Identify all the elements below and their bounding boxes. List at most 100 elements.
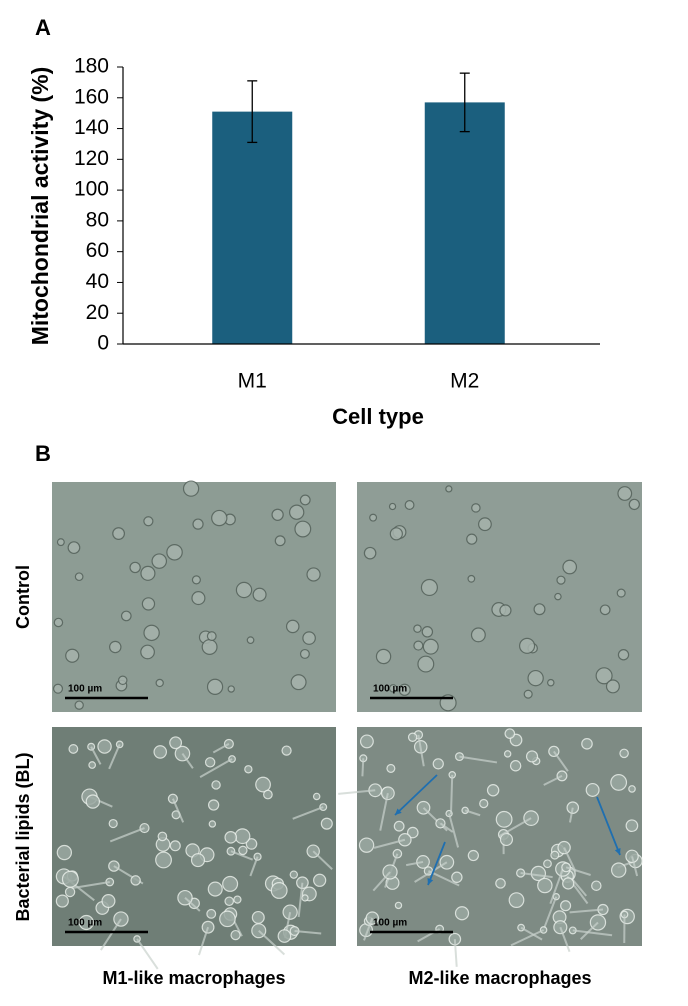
cell	[543, 859, 552, 869]
cell	[289, 870, 299, 879]
cell	[255, 776, 271, 793]
cell	[74, 700, 84, 710]
cell-process	[459, 755, 498, 764]
cell-process	[71, 880, 110, 890]
y-tick-label: 180	[74, 55, 109, 78]
arrow	[427, 841, 446, 886]
y-tick-label: 120	[74, 147, 109, 170]
panel-label: B	[35, 441, 51, 466]
cell-process	[417, 734, 425, 767]
cell	[141, 597, 156, 611]
bar	[424, 102, 505, 345]
cell	[467, 574, 476, 583]
cell-process	[312, 850, 333, 870]
scale-bar-label: 100 µm	[68, 918, 102, 929]
cell	[251, 910, 265, 924]
y-tick-label: 160	[74, 85, 109, 108]
cell	[302, 631, 316, 645]
cell	[454, 906, 470, 921]
cell	[495, 878, 506, 889]
cell-process	[439, 822, 454, 833]
scale-bar-label: 100 µm	[373, 918, 407, 929]
cell	[233, 895, 242, 904]
cell-process	[181, 753, 194, 769]
cell-process	[108, 743, 121, 770]
cell	[88, 761, 97, 769]
cell	[553, 920, 568, 935]
cell	[129, 561, 141, 574]
cell	[151, 553, 168, 569]
cell-process	[136, 938, 159, 970]
cell	[611, 862, 627, 878]
cell-process	[90, 746, 102, 765]
cell-process	[543, 774, 563, 786]
cell	[479, 798, 489, 809]
cell-process	[498, 817, 532, 838]
panel-label: A	[35, 15, 51, 40]
cell	[617, 649, 630, 661]
cell	[369, 513, 378, 522]
cell	[467, 849, 479, 862]
cell	[201, 920, 215, 934]
cell	[285, 619, 300, 634]
cell	[628, 785, 636, 793]
cell-process	[405, 860, 424, 867]
cell	[388, 502, 397, 511]
arrow-head	[614, 848, 621, 855]
cell-process	[464, 809, 481, 817]
cell	[625, 819, 639, 833]
cell	[550, 850, 560, 860]
cell	[85, 794, 101, 809]
cell	[201, 638, 218, 655]
cell	[224, 831, 238, 844]
cell	[413, 640, 424, 651]
y-tick-label: 40	[86, 270, 109, 293]
cell	[581, 738, 593, 750]
cell	[599, 604, 611, 616]
cell	[52, 683, 64, 694]
cell	[113, 911, 129, 927]
cell	[562, 877, 575, 890]
cell	[245, 838, 258, 850]
cell	[527, 669, 544, 687]
cell	[169, 840, 181, 852]
cell-process	[549, 868, 564, 905]
cell	[537, 877, 553, 894]
cell	[554, 592, 562, 601]
cell-process	[363, 917, 374, 941]
cell	[140, 565, 156, 581]
cell	[68, 744, 79, 754]
cell	[299, 494, 311, 506]
row-label: Control	[13, 565, 33, 629]
cell	[445, 485, 453, 493]
cell	[67, 541, 81, 555]
cell	[191, 591, 206, 606]
cell	[206, 631, 217, 642]
cell	[404, 500, 415, 510]
cell	[406, 826, 419, 839]
cell	[312, 792, 321, 801]
cell	[271, 508, 284, 521]
cell-process	[565, 866, 591, 876]
cell	[504, 728, 516, 739]
cell-process	[572, 929, 613, 937]
cell	[499, 832, 514, 847]
row-label: Bacterial lipids (BL)	[13, 752, 33, 921]
x-tick-label: M1	[238, 370, 267, 393]
cell	[595, 667, 613, 685]
cell	[359, 734, 374, 749]
cell-process	[171, 798, 185, 823]
cell	[421, 626, 434, 638]
cell-process	[249, 856, 259, 877]
cell	[281, 745, 292, 756]
cell	[518, 637, 536, 654]
y-tick-label: 60	[86, 239, 109, 262]
cell	[432, 758, 444, 770]
cell	[388, 684, 398, 693]
cell	[246, 636, 255, 645]
cell-process	[373, 838, 406, 849]
cell	[206, 678, 224, 695]
cell-process	[520, 926, 543, 941]
cell-process	[543, 896, 558, 929]
